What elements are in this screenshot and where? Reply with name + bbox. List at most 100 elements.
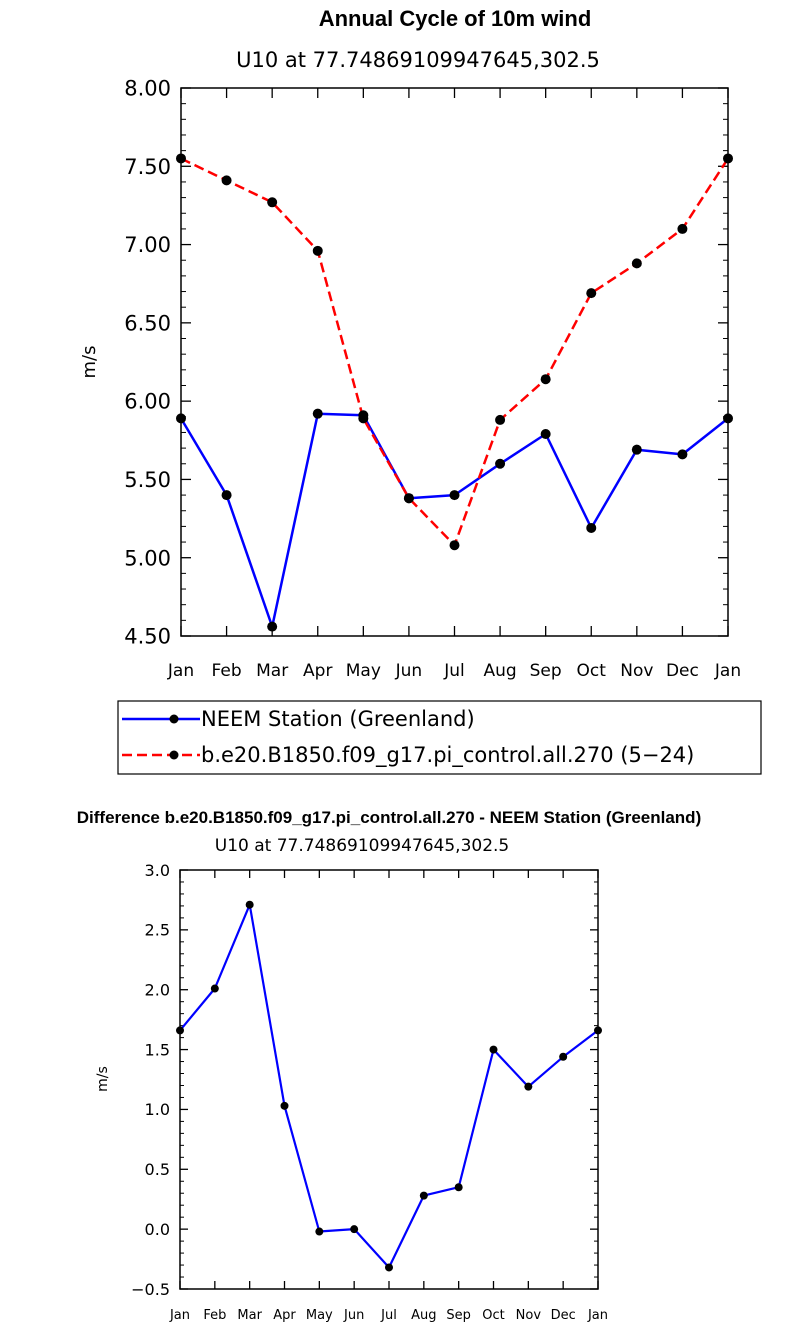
- chart2-series-0-point: [315, 1227, 324, 1236]
- legend-label-neem: NEEM Station (Greenland): [201, 707, 475, 731]
- chart1-ylabel: m/s: [79, 346, 100, 379]
- chart1-series-0-point: [312, 408, 323, 419]
- chart1-title: Annual Cycle of 10m wind: [319, 6, 592, 31]
- chart1-ytick-label: 7.50: [124, 155, 171, 179]
- chart2-xtick-label: Dec: [551, 1308, 576, 1323]
- chart1-series-line-0: [179, 412, 729, 628]
- chart1-series: [176, 153, 733, 632]
- chart1-ytick-label: 5.50: [124, 468, 171, 492]
- chart1-xtick-label: Aug: [483, 661, 516, 681]
- chart1-series-0-point: [677, 449, 688, 460]
- chart2-series-0-point: [210, 984, 219, 993]
- chart2-xtick-label: Apr: [273, 1308, 296, 1323]
- chart2-series-0-point: [350, 1225, 359, 1234]
- chart2-title: Difference b.e20.B1850.f09_g17.pi_contro…: [77, 808, 701, 827]
- chart2-ylabel: m/s: [95, 1066, 111, 1092]
- chart2-ticks: −0.5 0.0 0.5 1.0 1.5 2.0 2.5 3.0 Jan Feb Mar Apr May…: [131, 861, 608, 1323]
- chart1-series-1-point: [723, 153, 733, 164]
- chart2-xtick-label: Sep: [446, 1308, 471, 1323]
- chart1-series-1-point: [540, 374, 551, 385]
- chart1-subtitle: U10 at 77.74869109947645,302.5: [236, 48, 600, 72]
- chart2-series: [176, 900, 602, 1272]
- chart1-plot-frame: [180, 87, 729, 637]
- chart1-series-1-point: [449, 540, 460, 551]
- chart2-series-0-point: [559, 1052, 568, 1061]
- chart2-ytick-label: −0.5: [131, 1280, 170, 1299]
- chart2-xtick-label: Nov: [516, 1308, 542, 1323]
- chart2-xtick-label: Mar: [237, 1308, 262, 1323]
- chart2-xtick-label: Jul: [380, 1308, 397, 1323]
- chart2-ytick-label: 0.0: [145, 1220, 170, 1239]
- chart2-xtick-label: Jan: [169, 1308, 190, 1323]
- chart1-xtick-label: Feb: [212, 661, 242, 681]
- chart2-series-0-point: [594, 1026, 602, 1035]
- chart2-ytick-label: 2.0: [145, 980, 170, 999]
- chart1-series-0-point: [176, 413, 186, 424]
- chart2-xtick-label: Jan: [587, 1308, 608, 1323]
- chart1-xtick-label: Apr: [303, 661, 332, 681]
- legend-marker-model: [169, 750, 179, 760]
- chart1-ytick-label: 6.00: [124, 390, 171, 414]
- chart1-xtick-label: Jun: [395, 661, 423, 681]
- chart1-series-0-point: [449, 490, 460, 501]
- chart1-xtick-label: Jan: [714, 661, 741, 681]
- legend-label-model: b.e20.B1850.f09_g17.pi_control.all.270 (…: [201, 743, 694, 768]
- chart2-ytick-label: 3.0: [145, 861, 170, 880]
- chart1-ytick-label: 4.50: [124, 625, 171, 649]
- chart1-ytick-label: 8.00: [124, 77, 171, 101]
- chart2-xtick-label: May: [306, 1308, 333, 1323]
- chart2-xtick-label: Aug: [411, 1308, 436, 1323]
- chart2-xtick-label: Feb: [203, 1308, 226, 1323]
- chart1-series-1-point: [358, 413, 369, 424]
- legend-marker-neem: [169, 714, 179, 724]
- chart1-xtick-label: Oct: [577, 661, 607, 681]
- chart1-xtick-label: Sep: [530, 661, 562, 681]
- chart2-series-0-point: [524, 1082, 533, 1091]
- chart2-series-0-point: [454, 1183, 463, 1192]
- chart1-ticks: 4.50 5.00 5.50 6.00 6.50 7.00 7.50 8.00 Jan Feb Ma…: [124, 77, 741, 681]
- chart1-xtick-label: Jan: [167, 661, 194, 681]
- chart2-xtick-label: Jun: [343, 1308, 364, 1323]
- chart2-ytick-label: 1.5: [145, 1040, 170, 1059]
- chart2-series-0-point: [280, 1101, 289, 1110]
- chart1-series-1-point: [312, 245, 323, 256]
- chart1-ytick-label: 6.50: [124, 311, 171, 335]
- chart2-ytick-label: 2.5: [145, 921, 170, 940]
- chart1-series-line-1: [180, 157, 730, 547]
- legend-box: [117, 700, 762, 775]
- chart2-series-0-point: [419, 1191, 428, 1200]
- chart1-legend: NEEM Station (Greenland) b.e20.B1850.f09…: [117, 700, 762, 775]
- chart1-series-0-point: [631, 444, 642, 455]
- chart1-series-1-point: [495, 414, 506, 425]
- chart1-series-0-point: [586, 522, 597, 533]
- chart1-series-0-point: [495, 458, 506, 469]
- chart2-ytick-label: 0.5: [145, 1160, 170, 1179]
- chart1-series-1-point: [403, 493, 414, 504]
- chart2-series-0-point: [245, 900, 254, 909]
- chart1-series-0-point: [540, 429, 551, 440]
- chart1-series-1-point: [677, 223, 688, 234]
- chart2-ytick-label: 1.0: [145, 1100, 170, 1119]
- chart1-xtick-label: Mar: [256, 661, 288, 681]
- chart1-series-1-point: [586, 288, 597, 299]
- chart2-xtick-label: Oct: [482, 1308, 504, 1323]
- chart1-series-1-point: [631, 258, 642, 269]
- chart1-series-0-point: [723, 413, 733, 424]
- chart1-series-0-point: [267, 621, 278, 632]
- chart1-ytick-label: 5.00: [124, 546, 171, 570]
- chart2-series-line-0: [179, 903, 599, 1269]
- chart1-xtick-label: May: [346, 661, 381, 681]
- chart2-series-0-point: [385, 1263, 393, 1272]
- chart1-series-1-point: [176, 153, 186, 164]
- chart1-xtick-label: Dec: [666, 661, 699, 681]
- chart1-series-1-point: [267, 197, 278, 208]
- chart1-series-1-point: [221, 175, 232, 186]
- chart1-series-0-point: [221, 490, 232, 501]
- chart2-subtitle: U10 at 77.74869109947645,302.5: [215, 836, 510, 856]
- chart2-series-0-point: [176, 1026, 184, 1035]
- chart1-xtick-label: Nov: [620, 661, 653, 681]
- chart1-xtick-label: Jul: [443, 661, 465, 681]
- chart2-series-0-point: [489, 1045, 498, 1054]
- chart1-ytick-label: 7.00: [124, 233, 171, 257]
